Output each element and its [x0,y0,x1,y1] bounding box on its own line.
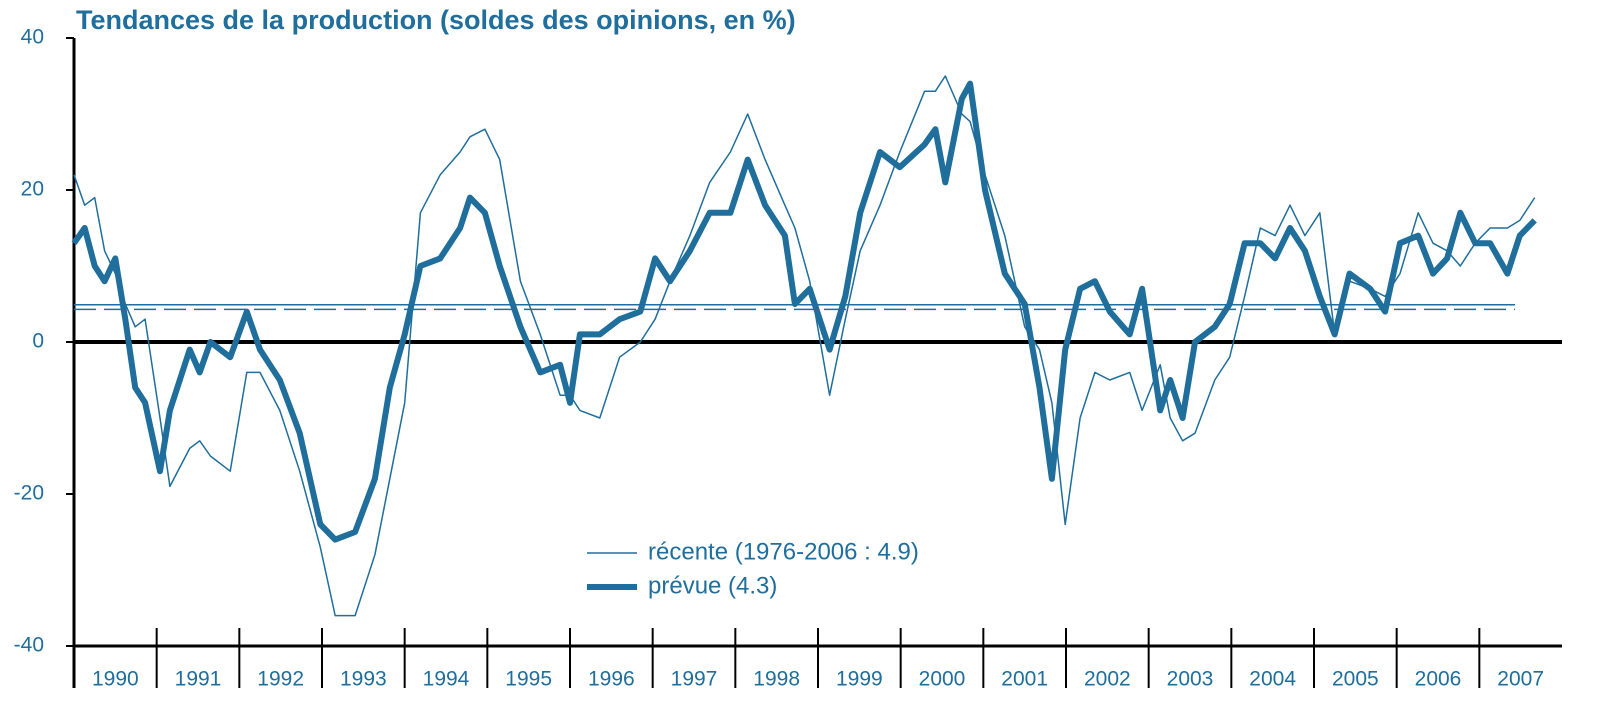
x-tick-label: 2007 [1497,668,1544,691]
legend-label: récente (1976-2006 : 4.9) [648,538,919,565]
series-line [73,75,1536,617]
x-tick-label: 1995 [505,668,552,691]
x-tick-label: 2003 [1167,668,1214,691]
x-tick-label: 1990 [92,668,139,691]
x-tick-label: 2000 [919,668,966,691]
y-tick-label: 40 [21,26,44,49]
x-tick-label: 2004 [1249,668,1296,691]
x-tick-label: 2001 [1001,668,1048,691]
x-tick-label: 1998 [753,668,800,691]
x-tick-label: 2002 [1084,668,1131,691]
x-tick-label: 1992 [257,668,304,691]
x-tick-label: 1996 [588,668,635,691]
x-tick-label: 1993 [340,668,387,691]
y-tick-label: -40 [14,634,44,657]
x-tick-label: 2006 [1415,668,1462,691]
y-tick-label: -20 [14,482,44,505]
x-tick-label: 1994 [423,668,470,691]
x-tick-label: 1999 [836,668,883,691]
chart-title: Tendances de la production (soldes des o… [76,5,796,35]
y-tick-label: 20 [21,178,44,201]
y-tick-label: 0 [32,330,44,353]
series-line [71,80,1537,543]
legend-label: prévue (4.3) [648,572,777,599]
x-tick-label: 2005 [1332,668,1379,691]
x-tick-label: 1997 [671,668,718,691]
x-tick-label: 1991 [175,668,222,691]
